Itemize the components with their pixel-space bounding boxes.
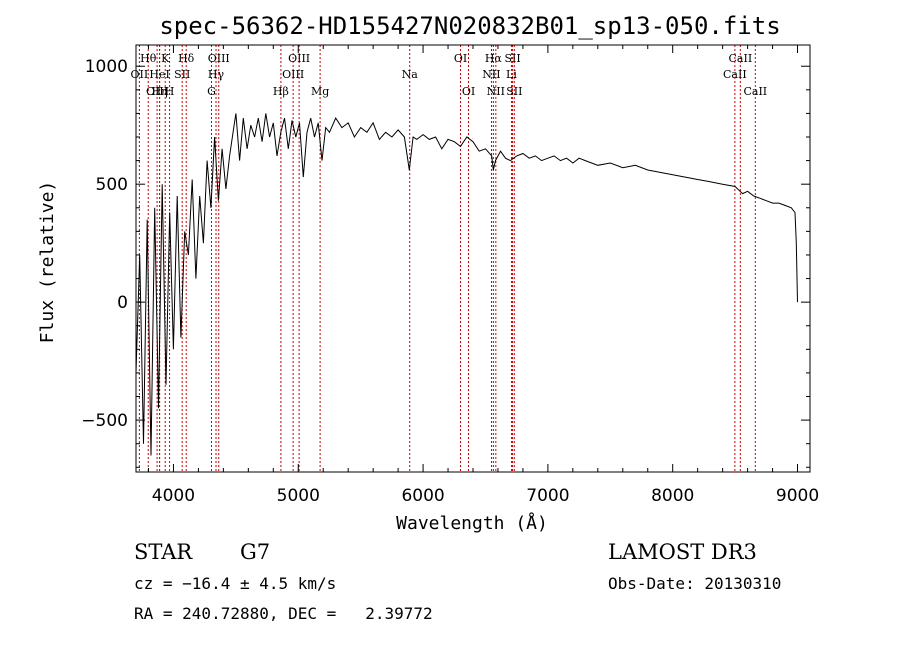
line-label-7: SII	[174, 68, 190, 81]
line-label-22: SII	[504, 52, 520, 65]
x-tick-label-5: 9000	[776, 486, 819, 506]
y-tick-label-2: 500	[96, 175, 128, 195]
y-axis-label: Flux (relative)	[37, 181, 58, 344]
line-label-23: Li	[506, 68, 517, 81]
line-label-9: OIII	[208, 52, 230, 65]
x-tick-label-1: 5000	[277, 486, 320, 506]
line-label-14: OIII	[282, 68, 304, 81]
x-tick-label-4: 8000	[651, 486, 694, 506]
line-label-21: NII	[487, 85, 505, 98]
line-label-5: HeI	[149, 68, 169, 81]
line-label-15: Mg	[311, 85, 329, 98]
flux-series-line	[135, 113, 798, 456]
observation-date: Obs-Date: 20130310	[608, 574, 782, 593]
x-axis-ticks: 4000 5000 6000 7000 8000 9000	[147, 45, 819, 506]
line-label-13: OIII	[288, 52, 310, 65]
line-label-11: G	[207, 85, 216, 98]
line-label-26: CaII	[723, 68, 747, 81]
x-tick-label-0: 4000	[152, 486, 195, 506]
line-label-24: SII	[506, 85, 522, 98]
line-label-0: Hθ	[140, 52, 157, 65]
line-label-16: Na	[402, 68, 419, 81]
spectral-line-labels: Hθ OII OIII K Hη HeI H SII Hδ OIII Hγ G Hβ OIII OIII Mg…	[131, 52, 768, 98]
line-label-17: OI	[454, 52, 467, 65]
line-label-10: Hγ	[208, 68, 225, 81]
y-axis-ticks: −500 0 500 1000	[81, 57, 810, 468]
line-label-6: H	[165, 85, 175, 98]
line-label-27: CaII	[743, 85, 767, 98]
ra-dec-readout: RA = 240.72880, DEC = 2.39772	[134, 604, 433, 623]
line-label-18: OI	[462, 85, 475, 98]
survey-name: LAMOST DR3	[608, 540, 757, 564]
line-label-19: Hα	[485, 52, 503, 65]
y-tick-label-3: 1000	[85, 57, 128, 77]
line-label-3: K	[161, 52, 170, 65]
chart-title: spec-56362-HD155427N020832B01_sp13-050.f…	[159, 12, 780, 40]
x-axis-label: Wavelength (Å)	[396, 512, 548, 534]
object-class: STAR	[134, 540, 193, 564]
y-tick-label-1: 0	[117, 293, 128, 313]
line-label-4: Hη	[151, 85, 167, 98]
y-tick-label-0: −500	[81, 411, 128, 431]
redshift-readout: cz = −16.4 ± 4.5 km/s	[134, 574, 337, 593]
line-label-25: CaII	[729, 52, 753, 65]
line-label-1: OII	[131, 68, 149, 81]
line-label-12: Hβ	[273, 85, 289, 98]
line-label-2: OIII	[146, 85, 168, 98]
spectral-line-markers	[138, 45, 756, 472]
line-label-8: Hδ	[178, 52, 195, 65]
object-subclass: G7	[240, 540, 271, 564]
x-tick-label-2: 6000	[401, 486, 444, 506]
line-label-20: NII	[482, 68, 500, 81]
x-tick-label-3: 7000	[526, 486, 569, 506]
plot-frame	[135, 44, 811, 473]
